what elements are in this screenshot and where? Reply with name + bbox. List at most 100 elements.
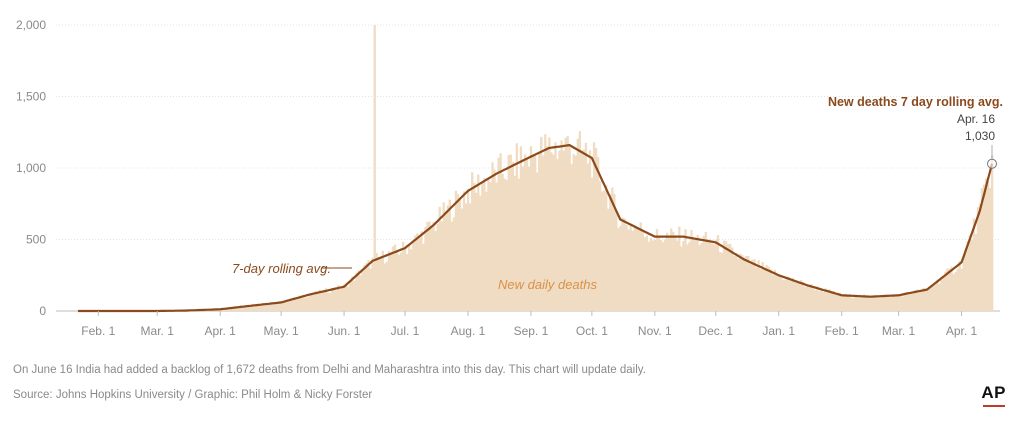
- daily-death-bar: [670, 228, 673, 311]
- daily-death-bar: [223, 309, 226, 311]
- daily-death-bar: [988, 187, 992, 311]
- daily-death-bar: [846, 295, 850, 311]
- daily-death-bar: [974, 234, 978, 311]
- daily-death-bar: [347, 286, 350, 311]
- daily-death-bar: [412, 242, 415, 311]
- daily-death-bar: [385, 261, 389, 311]
- daily-death-bar: [808, 286, 811, 311]
- x-tick-label: Nov. 1: [638, 324, 672, 338]
- deaths-chart: 0 500 1,000 1,500 2,000 Feb. 1 Mar. 1 Apr. 1 Ma…: [16, 18, 1003, 338]
- daily-death-bar: [785, 276, 789, 311]
- daily-death-bar: [592, 142, 596, 311]
- x-tick-label: Mar. 1: [141, 324, 175, 338]
- x-tick-label: Sep. 1: [514, 324, 549, 338]
- daily-death-bar: [948, 268, 951, 311]
- daily-death-bar: [655, 228, 659, 311]
- daily-death-bar: [706, 241, 709, 311]
- daily-death-bar: [607, 208, 610, 311]
- daily-death-bar: [479, 195, 482, 311]
- daily-death-bar: [312, 293, 315, 311]
- daily-death-bar: [369, 268, 372, 311]
- daily-death-bar: [631, 230, 634, 311]
- daily-death-bar: [540, 136, 543, 311]
- daily-death-bar: [363, 265, 366, 311]
- daily-death-bar: [357, 270, 360, 311]
- daily-death-bar: [775, 274, 779, 311]
- daily-death-bar: [282, 300, 285, 311]
- daily-death-bar: [899, 294, 902, 311]
- daily-death-bar: [365, 263, 368, 311]
- daily-death-bar: [267, 303, 271, 311]
- daily-death-bar: [438, 206, 441, 311]
- x-tick-label: Aug. 1: [451, 324, 486, 338]
- daily-death-bar: [990, 155, 994, 311]
- daily-death-bar: [960, 268, 963, 311]
- daily-death-bar: [838, 292, 841, 311]
- daily-death-bar: [284, 302, 287, 311]
- daily-death-bar: [298, 295, 301, 311]
- daily-death-bar: [456, 194, 460, 311]
- daily-death-bar: [383, 263, 387, 311]
- daily-death-bar: [739, 253, 742, 311]
- daily-death-bar: [984, 178, 988, 311]
- daily-death-bar: [550, 152, 553, 311]
- daily-death-bar: [617, 228, 620, 311]
- daily-death-bar: [471, 172, 474, 311]
- daily-death-bar: [751, 259, 754, 311]
- daily-death-bar: [710, 243, 714, 311]
- daily-death-bar: [594, 148, 598, 311]
- daily-death-bar: [850, 297, 854, 311]
- daily-death-bar: [976, 207, 980, 311]
- daily-death-bar: [897, 295, 900, 311]
- daily-death-bar: [881, 295, 884, 311]
- x-tick-label: Mar. 1: [882, 324, 916, 338]
- daily-death-bar: [296, 297, 299, 311]
- axis-ticks: Feb. 1 Mar. 1 Apr. 1 May. 1 Jun. 1 Jul. 1 Aug.…: [81, 311, 978, 338]
- daily-death-bar: [235, 307, 238, 311]
- daily-death-bar: [867, 295, 870, 311]
- daily-death-bar: [334, 290, 338, 311]
- daily-death-bar: [769, 269, 772, 311]
- daily-death-bar: [265, 303, 269, 311]
- daily-death-bar: [249, 305, 252, 311]
- daily-death-bar: [615, 211, 618, 311]
- daily-death-bar: [840, 295, 844, 311]
- daily-death-bar: [802, 281, 805, 311]
- daily-death-bar: [513, 175, 517, 311]
- daily-death-bar: [462, 191, 466, 311]
- daily-death-bar: [468, 203, 472, 311]
- daily-death-bar: [229, 308, 232, 311]
- daily-death-bar: [698, 245, 701, 311]
- daily-death-bar: [515, 143, 519, 311]
- daily-death-bar: [824, 288, 827, 311]
- daily-death-bar: [452, 217, 456, 311]
- daily-death-bar: [432, 221, 435, 311]
- daily-death-bar: [371, 257, 374, 311]
- daily-death-bar: [928, 287, 931, 311]
- daily-death-bar: [952, 273, 955, 311]
- daily-death-bar: [856, 297, 860, 311]
- daily-death-bar: [893, 295, 896, 311]
- daily-death-bar: [231, 308, 234, 311]
- daily-death-bar: [700, 243, 703, 311]
- daily-death-bar: [568, 145, 571, 311]
- daily-death-bar: [444, 214, 447, 311]
- daily-death-bar: [598, 181, 602, 311]
- daily-death-bar: [576, 138, 579, 311]
- daily-death-bar: [517, 178, 521, 311]
- daily-death-bar: [720, 252, 724, 311]
- daily-death-bar: [420, 231, 423, 311]
- daily-death-bar: [343, 284, 346, 311]
- daily-death-bar: [767, 266, 770, 311]
- daily-death-bar: [330, 288, 334, 311]
- daily-death-bar: [651, 240, 655, 311]
- daily-death-bar: [936, 279, 939, 311]
- daily-death-bar: [934, 284, 937, 311]
- daily-death-bar: [822, 292, 825, 311]
- daily-death-bar: [339, 289, 342, 311]
- daily-death-bar: [377, 257, 380, 311]
- daily-death-bar: [564, 137, 567, 311]
- daily-death-bar: [556, 159, 559, 311]
- daily-death-bar: [735, 253, 738, 311]
- daily-death-bar: [887, 294, 890, 311]
